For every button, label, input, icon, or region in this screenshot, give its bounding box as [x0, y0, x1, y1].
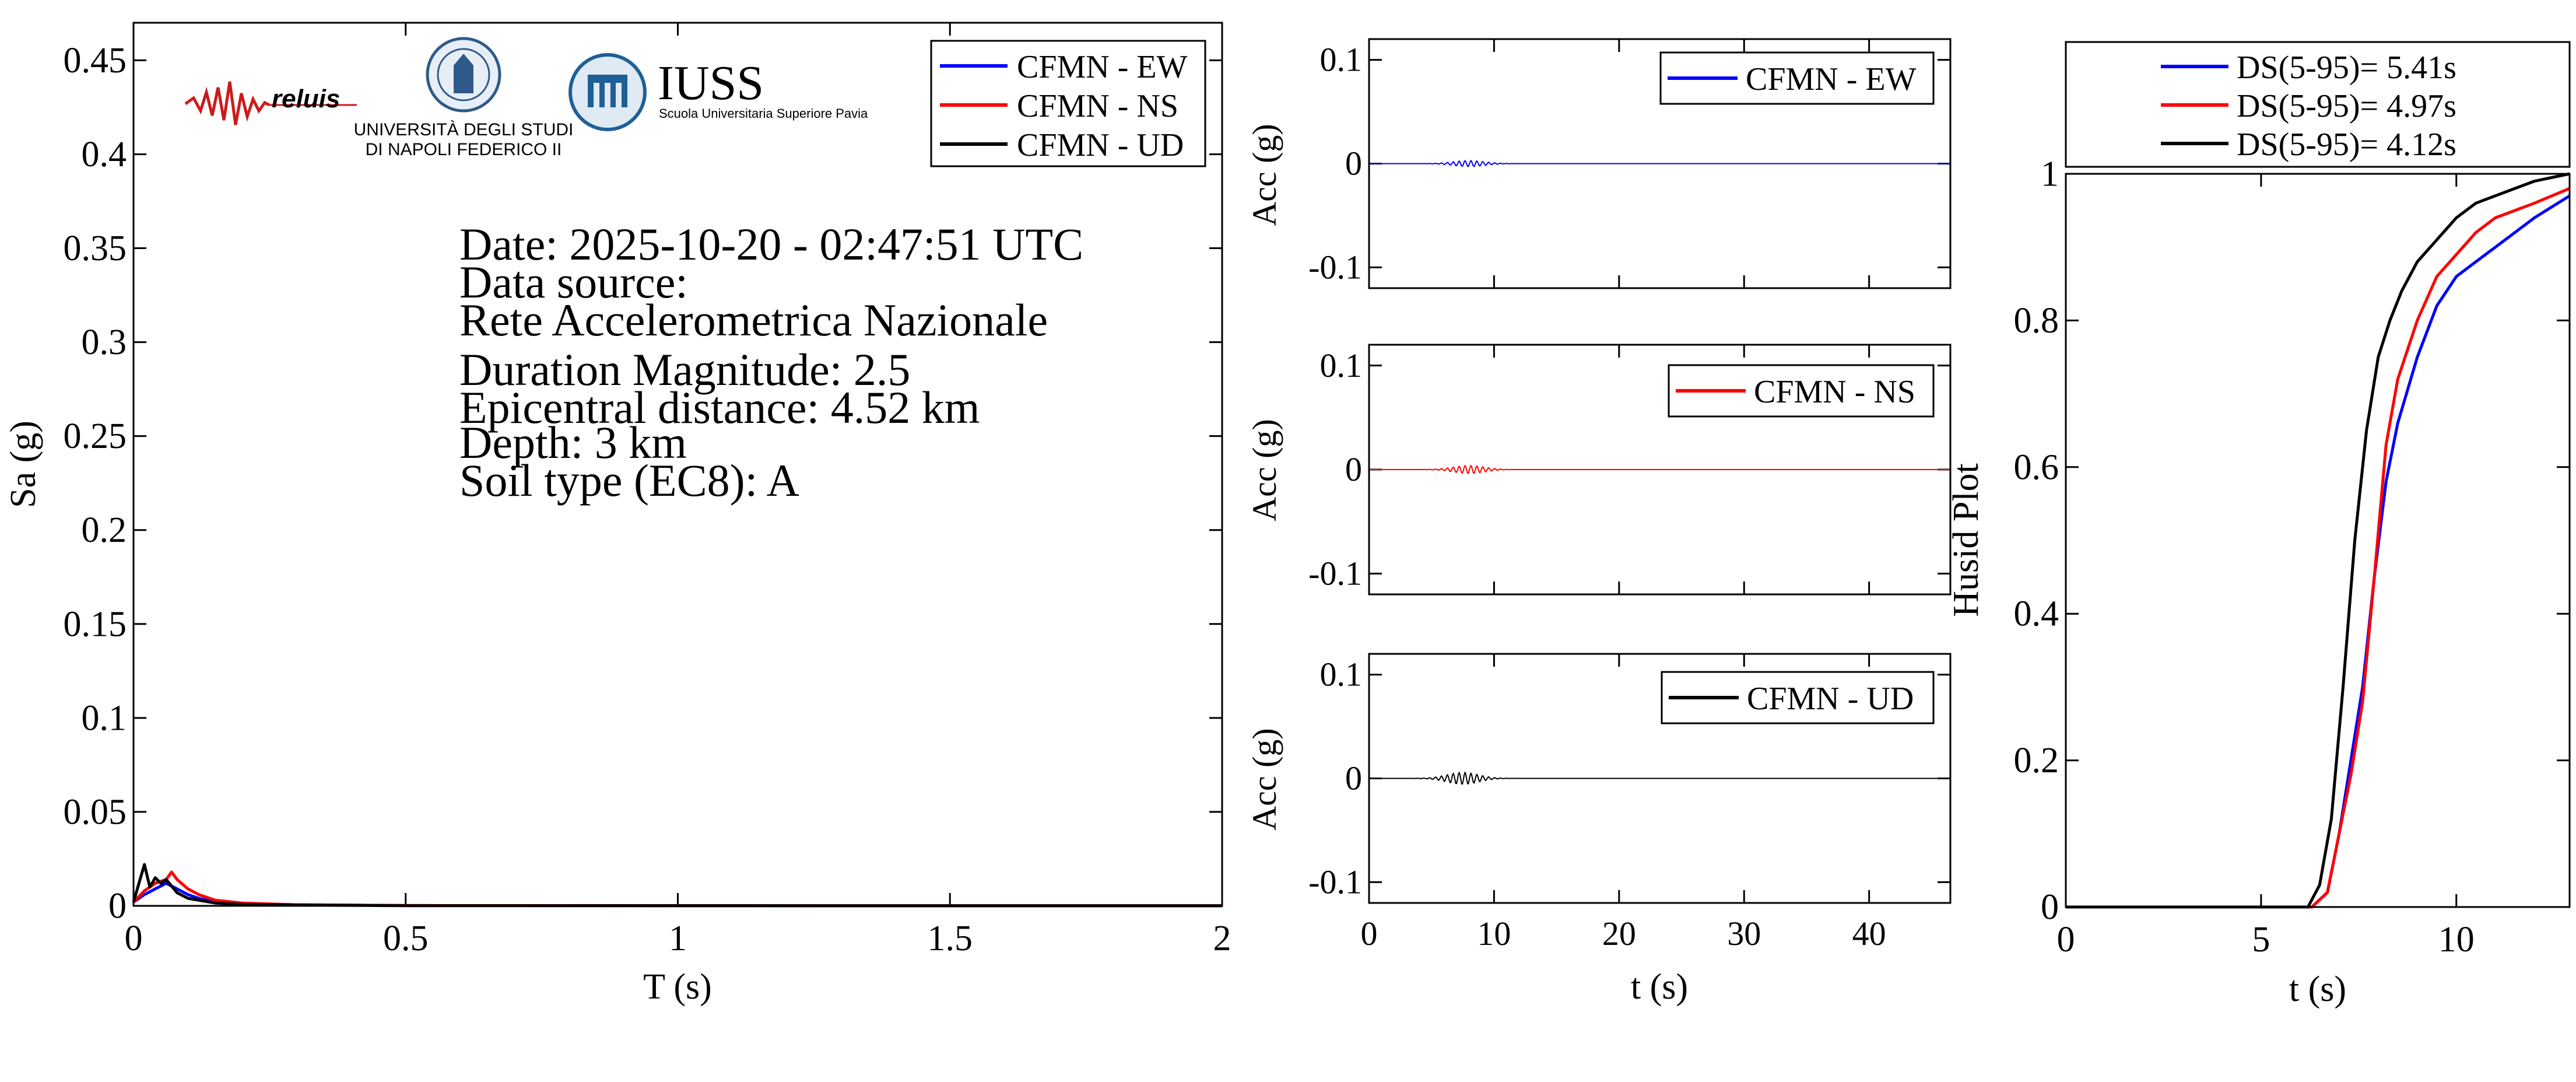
husid-y-tick-label: 0.2 [2014, 741, 2059, 780]
acc-ew-series-line-1 [1368, 160, 1951, 167]
acc-ud-y-tick-label: 0 [1345, 759, 1362, 797]
acc-ud-x-tick-label: 40 [1852, 915, 1886, 953]
acc-ew-plot-area: -0.1 0 0.1 [1308, 39, 1951, 288]
spectrum-x-tick-label: 1.5 [928, 919, 973, 958]
husid-x-tick-label: 5 [2252, 920, 2270, 960]
spectrum-x-axis-label: T (s) [643, 967, 712, 1007]
spectrum-x-tick-label: 0 [125, 919, 143, 958]
spectrum-y-tick-label: 0.25 [64, 416, 127, 456]
acc-ew-legend: CFMN - EW [1659, 51, 1935, 105]
husid-legend-label-1: DS(5-95)= 5.41s [2237, 50, 2456, 86]
husid-series-line-2 [2066, 187, 2570, 909]
iuss-subtitle: Scuola Universitaria Superiore Pavia [659, 106, 868, 121]
spectrum-x-tick-label: 0.5 [383, 919, 429, 958]
acc-ew-axes-box [1368, 38, 1952, 289]
event-date: Date: 2025-10-20 - 02:47:51 UTC [459, 219, 1083, 269]
acc-ns-axes-box [1368, 344, 1952, 596]
acc-ud-x-tick-label: 30 [1727, 915, 1761, 953]
acc-ud-y-axis-label: Acc (g) [1245, 728, 1283, 831]
data-source-name: Rete Accelerometrica Nazionale [459, 295, 1048, 345]
acc-ud-series-line-1 [1368, 772, 1951, 785]
spectrum-y-tick-label: 0.35 [64, 229, 127, 268]
acc-ud-legend: CFMN - UD [1661, 671, 1935, 724]
husid-y-tick-label: 0.6 [2014, 447, 2059, 487]
acc-ns-legend-label: CFMN - NS [1754, 374, 1915, 410]
spectrum-y-tick-label: 0.15 [64, 604, 127, 644]
reluis-logo: reluis [184, 81, 357, 125]
acc-ud-x-tick-label: 20 [1602, 915, 1636, 953]
duration-magnitude: Duration Magnitude: 2.5 [459, 344, 910, 395]
unina-line1: UNIVERSITÀ DEGLI STUDI [354, 120, 574, 139]
acc-ud-x-tick-label: 0 [1361, 915, 1378, 953]
acc-ns-panel: -0.1 0 0.1 Acc (g) CFMN - NS [1245, 344, 1952, 596]
husid-series-line-1 [2066, 194, 2571, 909]
husid-panel: 00.20.40.60.810 5 10 Husid Plot t (s) DS(5… [1946, 41, 2571, 1009]
husid-x-axis-label: t (s) [2289, 969, 2346, 1009]
acc-ew-y-tick-label: 0 [1345, 145, 1362, 183]
spectrum-y-tick-label: 0 [108, 886, 127, 926]
acc-ns-series-line-1 [1368, 465, 1951, 474]
acc-ud-x-axis-label: t (s) [1631, 967, 1688, 1007]
spectrum-y-tick-label: 0.4 [82, 135, 127, 174]
acc-ew-legend-label: CFMN - EW [1746, 61, 1917, 97]
unina-logo: UNIVERSITÀ DEGLI STUDI DI NAPOLI FEDERIC… [354, 37, 574, 159]
acc-ud-plot-area: -0.1 0 0.1 0 10 20 30 40 [1308, 654, 1951, 953]
unina-line2: DI NAPOLI FEDERICO II [366, 140, 562, 159]
event-info: Date: 2025-10-20 - 02:47:51 UTC Data sou… [459, 219, 1083, 506]
spectrum-axes-box [132, 22, 1223, 907]
legend-label-ew: CFMN - EW [1017, 49, 1188, 85]
husid-y-tick-label: 0.4 [2014, 594, 2059, 634]
iuss-title: IUSS [658, 56, 764, 110]
acc-ns-plot-area: -0.1 0 0.1 [1308, 345, 1951, 594]
acc-ns-y-tick-label: 0 [1345, 450, 1362, 488]
husid-x-tick-label: 0 [2057, 920, 2075, 960]
spectrum-panel: 0 0.05 0.1 0.15 0.2 0.25 0.3 0.35 0.4 0.45 0 0.5 1 1.… [3, 22, 1231, 1007]
iuss-logo: IUSS Scuola Universitaria Superiore Pavi… [568, 53, 868, 131]
husid-series-line-3 [2066, 172, 2570, 909]
husid-y-tick-label: 1 [2041, 154, 2059, 194]
acc-ud-x-tick-label: 10 [1477, 915, 1511, 953]
reluis-logo-text: reluis [272, 85, 340, 113]
acc-ew-y-tick-label: -0.1 [1308, 248, 1362, 286]
acc-ew-y-axis-label: Acc (g) [1245, 124, 1283, 226]
husid-plot-area: 00.20.40.60.810 5 10 [2014, 154, 2571, 960]
acc-ud-y-tick-label: 0.1 [1320, 656, 1363, 694]
husid-x-tick-label: 10 [2438, 920, 2475, 960]
spectrum-y-tick-label: 0.05 [64, 792, 127, 832]
spectrum-x-tick-label: 1 [669, 919, 687, 958]
acc-ud-panel: -0.1 0 0.1 0 10 20 30 40 Acc (g) t (s) CFMN - U… [1245, 653, 1952, 1007]
husid-legend: DS(5-95)= 5.41s DS(5-95)= 4.97s DS(5-95)… [2065, 41, 2571, 168]
acc-ew-y-tick-label: 0.1 [1320, 41, 1363, 79]
acc-ew-panel: -0.1 0 0.1 Acc (g) CFMN - EW [1245, 38, 1952, 289]
husid-y-axis-label: Husid Plot [1946, 463, 1986, 617]
spectrum-legend: CFMN - EW CFMN - NS CFMN - UD [930, 40, 1206, 167]
epicentral-distance: Epicentral distance: 4.52 km [459, 382, 980, 433]
husid-legend-label-2: DS(5-95)= 4.97s [2237, 88, 2456, 124]
spectrum-y-tick-label: 0.2 [82, 510, 127, 550]
acc-ns-y-axis-label: Acc (g) [1245, 419, 1283, 521]
depth: Depth: 3 km [459, 417, 687, 468]
husid-axes-box [2065, 173, 2571, 908]
spectrum-y-tick-label: 0.3 [82, 323, 127, 362]
acc-ns-legend: CFMN - NS [1668, 364, 1935, 418]
acc-ns-y-tick-label: 0.1 [1320, 346, 1363, 384]
husid-legend-box [2065, 41, 2571, 168]
acc-ns-y-tick-label: -0.1 [1308, 554, 1362, 592]
legend-label-ns: CFMN - NS [1017, 88, 1178, 124]
acc-ud-legend-label: CFMN - UD [1747, 681, 1914, 717]
husid-legend-label-3: DS(5-95)= 4.12s [2237, 127, 2456, 163]
spectrum-x-tick-label: 2 [1213, 919, 1231, 958]
spectrum-y-tick-label: 0.45 [64, 41, 127, 80]
husid-y-tick-label: 0.8 [2014, 301, 2059, 341]
legend-label-ud: CFMN - UD [1017, 127, 1184, 163]
soil-type: Soil type (EC8): A [459, 455, 799, 506]
acc-ud-axes-box [1368, 653, 1952, 904]
spectrum-y-axis-label: Sa (g) [3, 421, 43, 508]
spectrum-y-tick-label: 0.1 [82, 698, 127, 738]
acc-ud-y-tick-label: -0.1 [1308, 863, 1362, 901]
husid-y-tick-label: 0 [2041, 887, 2059, 927]
data-source-label: Data source: [459, 257, 688, 307]
